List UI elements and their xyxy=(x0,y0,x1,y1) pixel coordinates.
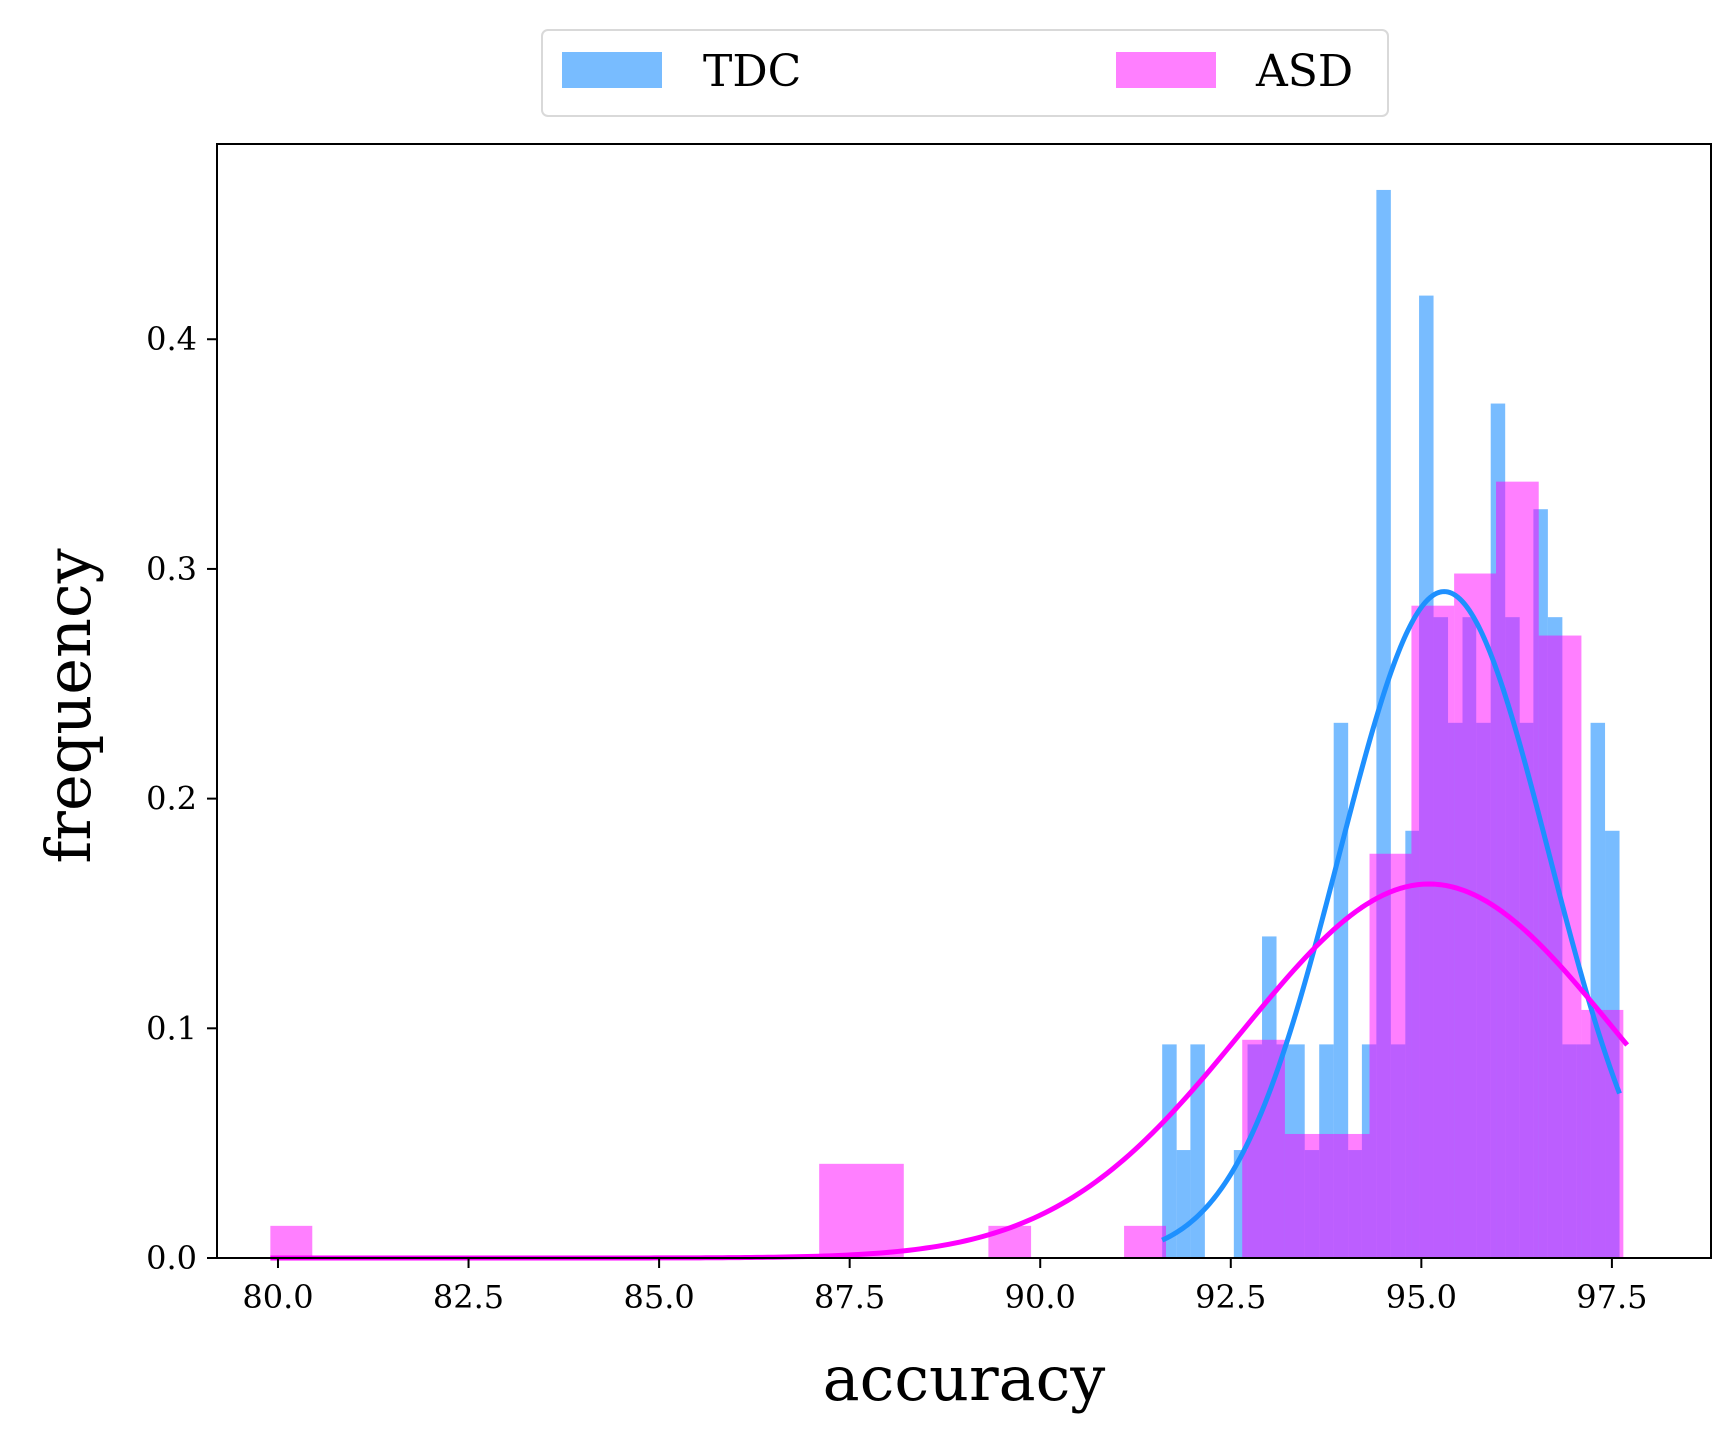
x-tick-label: 90.0 xyxy=(1005,1278,1076,1316)
asd-bar-3 xyxy=(1124,1225,1166,1258)
y-tick-label: 0.2 xyxy=(146,780,197,818)
y-tick-label: 0.3 xyxy=(146,550,197,588)
x-tick-label: 92.5 xyxy=(1195,1278,1266,1316)
legend-label-asd: ASD xyxy=(1255,46,1353,97)
y-tick-label: 0.0 xyxy=(146,1239,197,1277)
asd-bar-6 xyxy=(1369,853,1412,1258)
plot-frame xyxy=(216,143,1712,1259)
asd-bar-5 xyxy=(1284,1133,1370,1258)
y-axis-label: frequency xyxy=(32,548,105,863)
x-tick-label: 97.5 xyxy=(1576,1278,1647,1316)
legend-box xyxy=(541,29,1389,117)
asd-bar-1 xyxy=(819,1163,904,1258)
asd-bar-8 xyxy=(1454,573,1497,1258)
tdc-fit-curve xyxy=(1161,589,1622,1243)
y-tick-label: 0.1 xyxy=(146,1009,197,1047)
legend-swatch-tdc xyxy=(562,52,662,88)
x-tick-label: 80.0 xyxy=(242,1278,313,1316)
x-tick-label: 85.0 xyxy=(623,1278,694,1316)
asd-bar-7 xyxy=(1411,605,1455,1258)
tdc-bar-0 xyxy=(1162,1044,1177,1258)
tdc-bar-2 xyxy=(1190,1044,1205,1258)
asd-bar-9 xyxy=(1496,481,1539,1258)
x-tick-label: 95.0 xyxy=(1386,1278,1457,1316)
x-tick-label: 87.5 xyxy=(814,1278,885,1316)
tdc-bar-1 xyxy=(1176,1150,1191,1258)
x-tick-label: 82.5 xyxy=(433,1278,504,1316)
asd-bar-0 xyxy=(270,1225,313,1258)
legend: TDC ASD xyxy=(541,29,1389,117)
y-tick-label: 0.4 xyxy=(146,320,197,358)
axis-ticks: 80.0 82.5 85.0 87.5 90.0 92.5 95.0 97.5 0.0 0.1 0.… xyxy=(146,320,1647,1316)
legend-label-tdc: TDC xyxy=(703,46,801,97)
x-axis-label: accuracy xyxy=(823,1342,1106,1415)
legend-swatch-asd xyxy=(1116,52,1216,88)
